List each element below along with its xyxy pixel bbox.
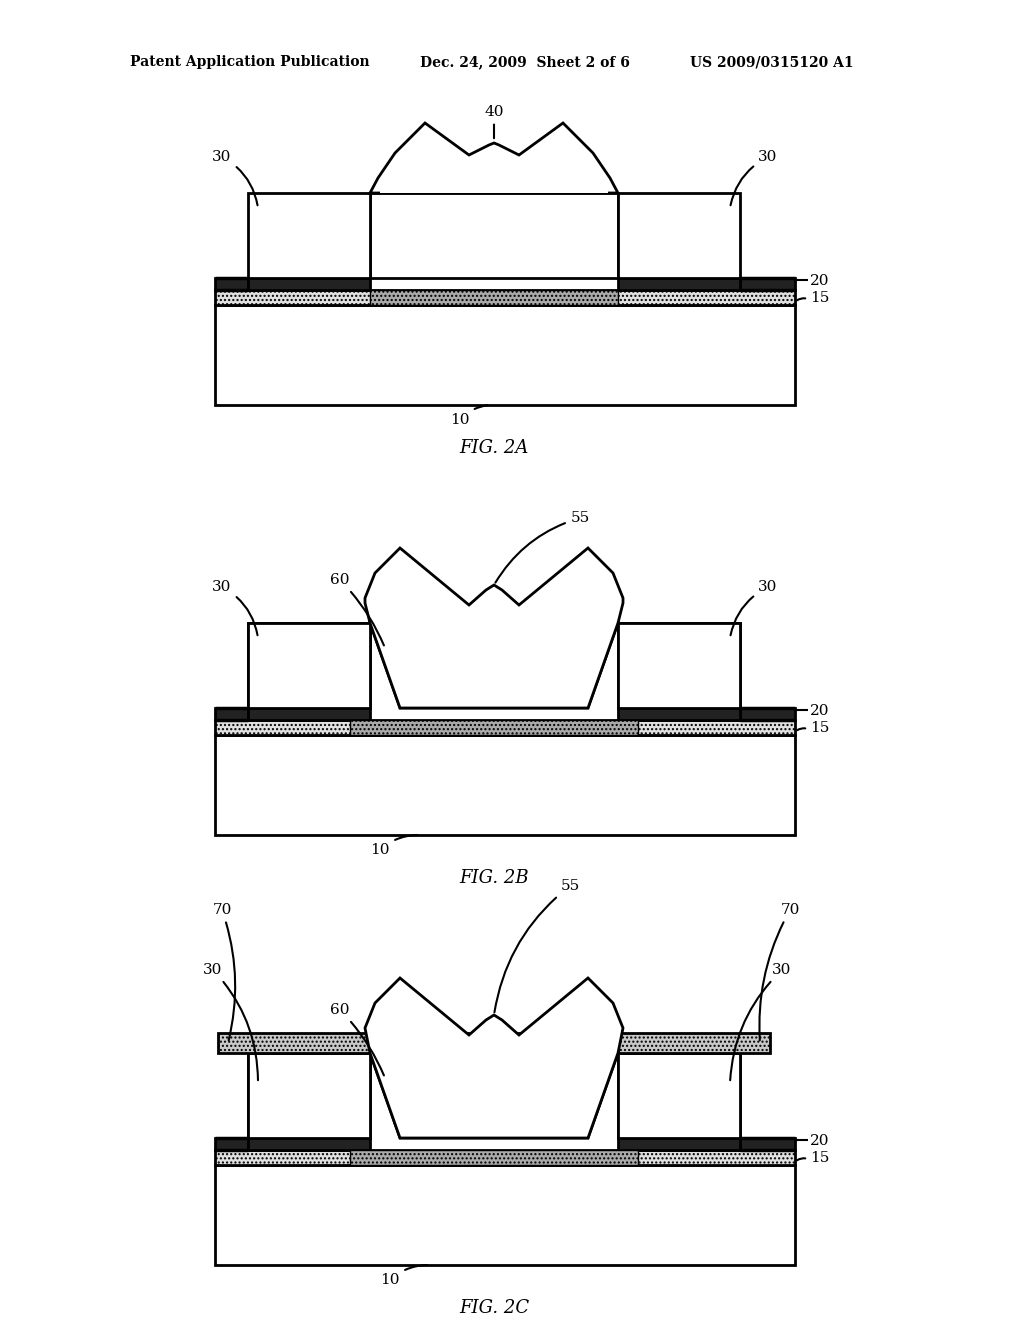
Text: US 2009/0315120 A1: US 2009/0315120 A1	[690, 55, 854, 69]
Bar	[248, 1053, 370, 1138]
Text: 70: 70	[760, 903, 800, 1040]
Bar	[618, 1053, 740, 1138]
Bar	[618, 623, 740, 708]
Polygon shape	[370, 623, 618, 708]
Text: 30: 30	[212, 579, 258, 635]
Text: 55: 55	[495, 879, 580, 1012]
Bar	[248, 193, 370, 279]
Bar	[248, 708, 370, 719]
Text: 30: 30	[730, 579, 777, 635]
Bar	[740, 279, 795, 290]
Text: Dec. 24, 2009  Sheet 2 of 6: Dec. 24, 2009 Sheet 2 of 6	[420, 55, 630, 69]
Text: 20: 20	[810, 275, 829, 288]
Text: 60: 60	[331, 1003, 384, 1076]
Text: 10: 10	[451, 405, 487, 426]
Text: 20: 20	[810, 1134, 829, 1148]
Bar	[248, 1138, 370, 1150]
Polygon shape	[370, 123, 618, 193]
Bar	[618, 279, 740, 290]
Bar	[215, 305, 795, 405]
Bar	[215, 719, 795, 735]
Bar	[618, 623, 740, 708]
Bar	[215, 1150, 795, 1166]
Bar	[215, 1138, 248, 1150]
Text: FIG. 2A: FIG. 2A	[460, 440, 528, 457]
Text: FIG. 2C: FIG. 2C	[459, 1299, 529, 1317]
Bar	[618, 1138, 740, 1150]
Bar	[370, 193, 618, 279]
Text: 40: 40	[484, 106, 504, 139]
Text: 70: 70	[212, 903, 236, 1040]
Text: 15: 15	[810, 290, 829, 305]
Text: Patent Application Publication: Patent Application Publication	[130, 55, 370, 69]
Bar	[618, 1053, 740, 1138]
Bar	[618, 1034, 770, 1053]
Bar	[350, 719, 638, 735]
Text: 60: 60	[331, 573, 384, 645]
Bar	[248, 1053, 370, 1138]
Text: 10: 10	[380, 1265, 427, 1287]
Text: 15: 15	[810, 1151, 829, 1166]
Text: 15: 15	[810, 721, 829, 735]
Bar	[618, 708, 740, 719]
Bar	[215, 1166, 795, 1265]
Bar	[248, 623, 370, 708]
Text: 30: 30	[730, 964, 792, 1080]
Bar	[370, 290, 618, 305]
Bar	[215, 279, 248, 290]
Text: 30: 30	[204, 964, 258, 1080]
Bar	[215, 735, 795, 836]
Text: 55: 55	[496, 511, 590, 582]
Text: 30: 30	[212, 150, 258, 206]
Polygon shape	[365, 548, 623, 708]
Bar	[248, 279, 370, 290]
Bar	[618, 193, 740, 279]
Bar	[350, 1150, 638, 1166]
Polygon shape	[365, 978, 623, 1138]
Bar	[370, 1034, 618, 1053]
Polygon shape	[370, 1053, 618, 1138]
Bar	[248, 623, 370, 708]
Text: 10: 10	[371, 836, 417, 857]
Text: 20: 20	[810, 704, 829, 718]
Text: FIG. 2B: FIG. 2B	[459, 869, 528, 887]
Bar	[740, 1138, 795, 1150]
Bar	[215, 708, 248, 719]
Bar	[740, 708, 795, 719]
Bar	[215, 290, 795, 305]
Bar	[218, 1034, 370, 1053]
Polygon shape	[380, 135, 608, 193]
Text: 30: 30	[730, 150, 777, 206]
